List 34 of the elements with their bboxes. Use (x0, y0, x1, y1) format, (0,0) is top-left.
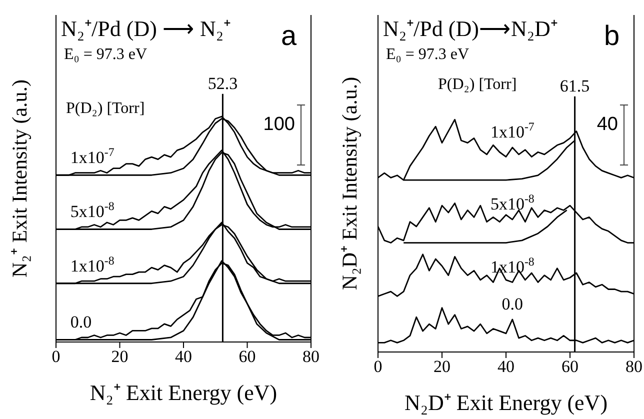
ref-line-label: 61.5 (560, 76, 590, 96)
annotation: 100 (263, 114, 295, 136)
x-tick-label: 0 (52, 347, 60, 366)
x-tick-label: 20 (111, 347, 128, 366)
text: b (604, 20, 620, 52)
chart-subtitle: E₀ = 97.3 eV (64, 46, 148, 64)
series-label: 1x10$^{-8}$ (490, 254, 534, 276)
x-tick-label: 80 (302, 347, 320, 366)
chart-title: N₂⁺/Pd (D) ⟶ N₂⁺ (61, 16, 231, 42)
series-label: 1x10$^{-7}$ (490, 119, 534, 142)
x-tick-label: 60 (562, 357, 578, 376)
x-axis-title: N₂⁺ Exit Energy (eV) (90, 380, 278, 405)
x-tick-label: 40 (175, 347, 192, 366)
series-label: 5x10$^{-8}$ (70, 199, 114, 222)
y-axis-title: N₂⁺ Exit Intensity (a.u.) (7, 79, 32, 278)
text: a (281, 20, 297, 52)
chart-title: N₂⁺/Pd (D)⟶N₂D⁺ (383, 16, 558, 42)
series-label: 0.0 (70, 312, 92, 332)
x-axis-title: N₂D⁺ Exit Energy (eV) (404, 390, 608, 415)
x-tick-label: 60 (238, 347, 256, 366)
series-label: 1x10$^{-7}$ (70, 145, 114, 168)
annotation: 40 (596, 114, 618, 136)
x-tick-label: 40 (498, 357, 514, 376)
series-label: 5x10$^{-8}$ (490, 192, 534, 214)
series-label: 0.0 (502, 294, 524, 314)
ref-line-label: 52.3 (208, 74, 238, 93)
legend-title: P(D₂) [Torr] (66, 100, 145, 118)
legend-title: P(D₂) [Torr] (438, 76, 517, 94)
chart-subtitle: E₀ = 97.3 eV (386, 46, 470, 64)
x-tick-label: 80 (626, 357, 642, 376)
y-axis-title: N₂D⁺ Exit Intensity (a.u.) (337, 76, 362, 290)
x-tick-label: 20 (434, 357, 450, 376)
x-tick-label: 0 (374, 357, 382, 376)
series-label: 1x10$^{-8}$ (70, 253, 114, 276)
